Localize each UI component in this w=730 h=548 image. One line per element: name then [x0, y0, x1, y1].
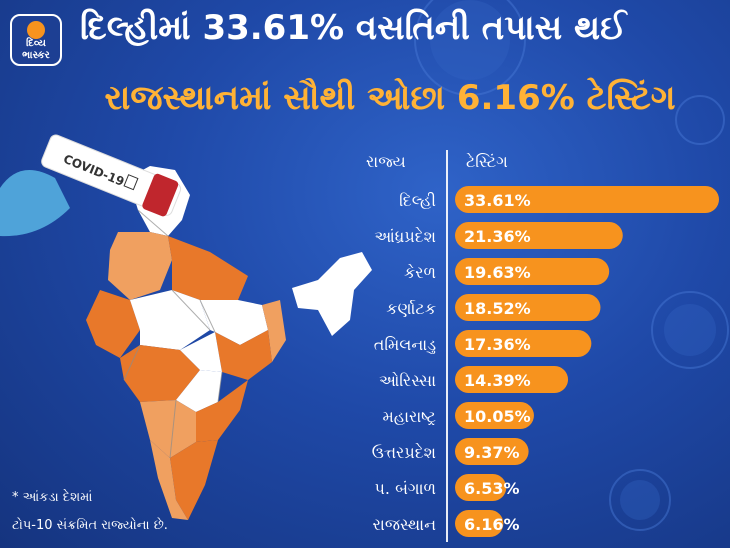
subheadline: રાજસ્થાનમાં સૌથી ઓછા 6.16% ટેસ્ટિંગ	[104, 78, 676, 118]
category-label-5: ઓરિસ્સા	[379, 371, 436, 390]
value-label-5: 14.39%	[464, 371, 531, 390]
logo-line2: ભાસ્કર	[22, 50, 50, 61]
value-label-6: 10.05%	[464, 407, 531, 426]
bar-2	[455, 258, 610, 285]
logo-line1: દિવ્ય	[26, 38, 46, 49]
category-label-8: પ. બંગાળ	[375, 479, 436, 498]
bar-0	[455, 186, 719, 213]
header-testing: ટેસ્ટિંગ	[466, 152, 508, 171]
category-label-1: આંધ્રપ્રદેશ	[374, 226, 436, 246]
value-label-2: 19.63%	[464, 263, 531, 282]
bar-7	[455, 438, 529, 465]
category-label-0: દિલ્હી	[399, 191, 436, 210]
bar-9	[455, 510, 504, 537]
value-label-4: 17.36%	[464, 335, 531, 354]
value-label-7: 9.37%	[464, 443, 520, 462]
bar-6	[455, 402, 534, 429]
category-label-3: કર્ણાટક	[386, 299, 436, 318]
category-label-6: મહારાષ્ટ્ર	[382, 407, 436, 427]
value-label-0: 33.61%	[464, 191, 531, 210]
bar-1	[455, 222, 623, 249]
bar-4	[455, 330, 592, 357]
bar-8	[455, 474, 507, 501]
brand-logo: દિવ્ય ભાસ્કર	[10, 14, 62, 66]
category-label-7: ઉત્તરપ્રદેશ	[372, 442, 436, 462]
category-label-2: કેરળ	[404, 263, 436, 282]
category-label-4: તમિલનાડુ	[374, 335, 436, 354]
sun-icon	[27, 21, 45, 39]
category-label-9: રાજસ્થાન	[373, 515, 436, 534]
bar-5	[455, 366, 569, 393]
value-label-8: 6.53%	[464, 479, 520, 498]
test-tube-icon: COVID-19	[0, 134, 182, 237]
footnote-line2: ટોપ-10 સંક્રમિત રાજ્યોના છે.	[12, 518, 168, 533]
footnote-line1: * આંકડા દેશમાં	[12, 490, 93, 505]
column-divider	[446, 150, 448, 542]
footnote: * આંકડા દેશમાં ટોપ-10 સંક્રમિત રાજ્યોના …	[12, 484, 168, 540]
value-label-9: 6.16%	[464, 515, 520, 534]
header-state: રાજ્ય	[366, 152, 406, 171]
headline: દિલ્હીમાં 33.61% વસતિની તપાસ થઈ	[80, 8, 627, 48]
bar-3	[455, 294, 601, 321]
value-label-3: 18.52%	[464, 299, 531, 318]
value-label-1: 21.36%	[464, 227, 531, 246]
